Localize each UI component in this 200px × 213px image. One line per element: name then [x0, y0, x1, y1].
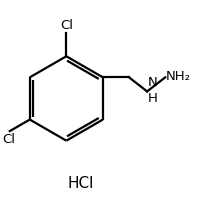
Text: N: N — [147, 76, 157, 89]
Text: NH₂: NH₂ — [165, 70, 190, 83]
Text: HCl: HCl — [67, 176, 93, 191]
Text: Cl: Cl — [2, 133, 15, 146]
Text: Cl: Cl — [60, 19, 72, 32]
Text: H: H — [147, 92, 157, 105]
